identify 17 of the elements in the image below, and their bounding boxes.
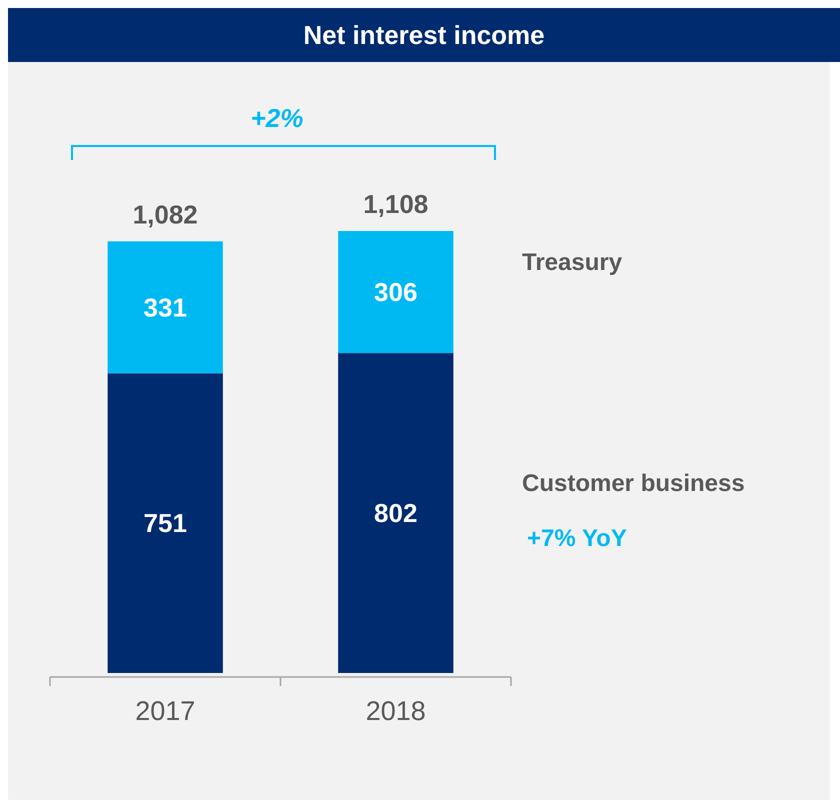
data-label: 751 — [144, 508, 187, 538]
total-label: 1,082 — [132, 199, 198, 230]
bar — [108, 373, 223, 673]
bar — [338, 353, 454, 673]
text: +2% — [250, 103, 304, 133]
data-label: 331 — [144, 292, 187, 322]
data-label: 306 — [374, 277, 418, 308]
text: Customer business — [522, 470, 745, 498]
total-label: 1,108 — [363, 189, 428, 219]
bar — [338, 231, 454, 354]
text: Treasury — [522, 249, 623, 276]
chart-title: Net interest income — [303, 20, 545, 50]
x-tick-label: 2017 — [135, 696, 196, 726]
x-tick-label: 2018 — [366, 696, 426, 726]
data-label: 802 — [374, 498, 418, 528]
bar — [108, 241, 223, 374]
text: +7% YoY — [527, 525, 627, 552]
